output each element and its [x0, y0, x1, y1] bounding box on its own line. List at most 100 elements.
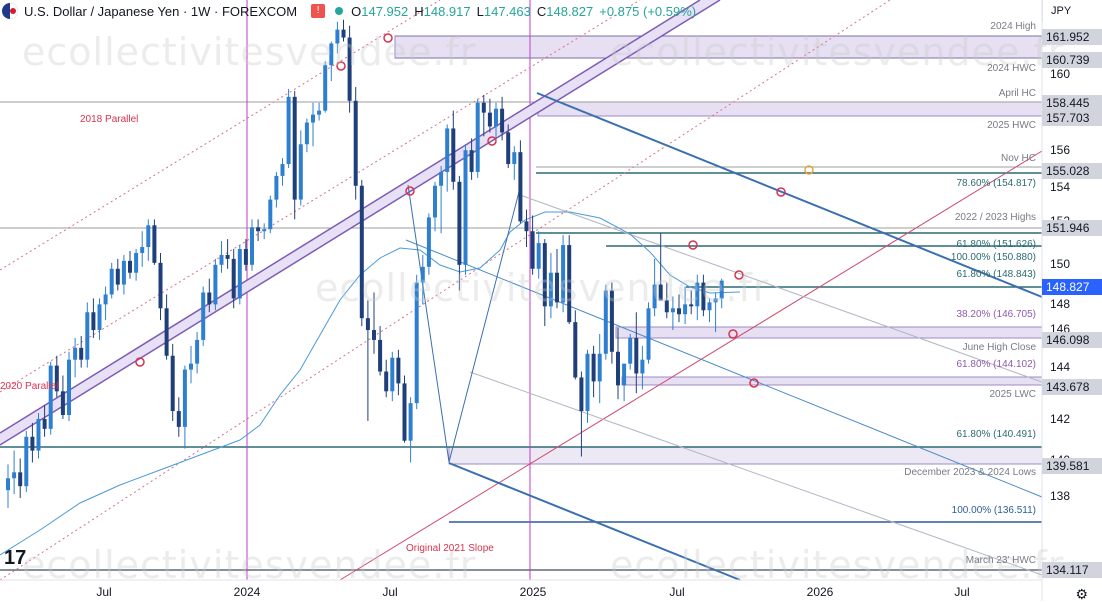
candle-body — [42, 418, 47, 429]
candle-body — [201, 292, 206, 340]
candle-body — [182, 369, 187, 427]
y-tick-label: 142 — [1050, 412, 1071, 426]
candle-body — [597, 353, 602, 382]
candle-body — [268, 199, 273, 230]
annotation-label: 2024 High — [990, 21, 1036, 32]
annotation-label: 2022 / 2023 Highs — [954, 212, 1036, 223]
y-tick-label: 144 — [1050, 360, 1071, 374]
candle-body — [719, 280, 724, 299]
candle-body — [323, 65, 328, 111]
candle-body — [420, 266, 425, 283]
candle-body — [494, 108, 498, 127]
marker-circle — [383, 33, 393, 43]
candle-body — [530, 231, 535, 269]
candle-body — [487, 112, 492, 127]
price-label: 160.739 — [1042, 52, 1102, 68]
candle-body — [207, 292, 212, 305]
annotation-label: 2020 Parallel — [0, 381, 59, 392]
candle-body — [664, 300, 669, 313]
candle-body — [652, 284, 657, 309]
marker-circle — [405, 186, 415, 196]
candle-body — [622, 363, 627, 386]
candle-body — [707, 302, 712, 311]
candle-body — [231, 258, 236, 299]
open-value: 147.952 — [361, 3, 409, 19]
marker-circle — [804, 165, 814, 175]
candle-body — [457, 181, 462, 265]
candle-body — [329, 43, 334, 66]
candle-body — [683, 304, 688, 315]
marker-circle — [336, 61, 346, 71]
marker-circle — [776, 187, 786, 197]
marker-circle — [135, 357, 145, 367]
candle-body — [134, 252, 139, 273]
currency-button[interactable]: JPY — [1042, 0, 1102, 22]
us-jp-flag-icon — [2, 3, 18, 19]
candle-body — [243, 249, 248, 265]
candle-body — [713, 298, 718, 303]
x-tick-label: 2025 — [519, 585, 547, 599]
candle-body — [433, 185, 437, 218]
price-label: 157.703 — [1042, 110, 1102, 126]
candle-body — [85, 312, 90, 360]
candle-body — [262, 229, 267, 232]
candle-body — [170, 355, 175, 412]
candle-body — [140, 247, 145, 253]
price-label: 139.581 — [1042, 458, 1102, 474]
candle-body — [335, 29, 340, 44]
candle-body — [640, 359, 645, 374]
candle-body — [292, 96, 297, 200]
alert-icon[interactable]: ! — [311, 4, 326, 18]
current-price-label: 148.827 — [1042, 279, 1102, 295]
candle-body — [548, 272, 553, 307]
candle-body — [250, 227, 254, 265]
candle-body — [536, 243, 541, 269]
symbol-title[interactable]: U.S. Dollar / Japanese Yen · 1W · FOREXC… — [24, 3, 298, 19]
candle-body — [237, 249, 242, 299]
candle-body — [280, 164, 285, 176]
candle-body — [347, 37, 352, 101]
candle-body — [18, 472, 23, 487]
candle-body — [91, 312, 96, 331]
candle-body — [579, 377, 584, 412]
close-value: 148.827 — [546, 3, 594, 19]
price-label: 134.117 — [1042, 562, 1102, 578]
candle-body — [426, 217, 431, 267]
zone-june-high — [615, 326, 1043, 339]
candle-body — [689, 304, 694, 307]
candle-body — [146, 225, 151, 248]
candle-body — [103, 294, 108, 305]
candle-body — [30, 436, 35, 451]
candle-body — [561, 245, 566, 303]
annotation-label: 38.20% (146.705) — [956, 309, 1036, 320]
marker-circle — [749, 378, 759, 388]
candle-body — [481, 102, 486, 113]
price-label: 143.678 — [1042, 379, 1102, 395]
candle-body — [372, 330, 376, 340]
candle-body — [609, 290, 614, 352]
candle-body — [121, 260, 126, 285]
watermark-text: ecollectivitesvendee.fr — [610, 30, 1065, 74]
y-tick-label: 148 — [1050, 297, 1071, 311]
annotation-label: December 2023 & 2024 Lows — [904, 467, 1036, 478]
change-value: +0.875 (+0.59%) — [599, 3, 697, 19]
candle-body — [304, 122, 309, 145]
price-label: 146.098 — [1042, 332, 1102, 348]
candle-body — [384, 371, 389, 392]
settings-icon[interactable]: ⚙ — [1075, 586, 1088, 602]
candle-body — [286, 96, 291, 165]
watermark-text: ecollectivitesvendee.fr — [22, 543, 477, 587]
candle-body — [189, 363, 193, 370]
high-value: 148.917 — [423, 3, 471, 19]
annotation-label: 2024 HWC — [987, 63, 1036, 74]
candle-body — [451, 128, 456, 182]
candle-body — [591, 353, 596, 382]
candle-body — [24, 436, 29, 487]
annotation-label: 61.80% (140.491) — [956, 429, 1036, 440]
candle-body — [506, 132, 511, 165]
watermark-text: ecollectivitesvendee.fr — [315, 266, 770, 310]
candle-body — [219, 254, 224, 265]
candle-body — [585, 353, 590, 412]
price-label: 158.445 — [1042, 95, 1102, 111]
